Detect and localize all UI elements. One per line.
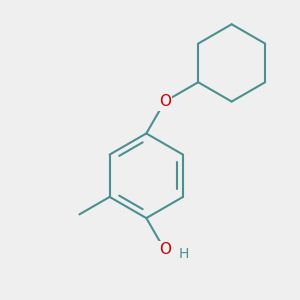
Text: O: O: [159, 94, 171, 109]
Text: H: H: [179, 247, 189, 261]
Text: O: O: [159, 242, 171, 257]
